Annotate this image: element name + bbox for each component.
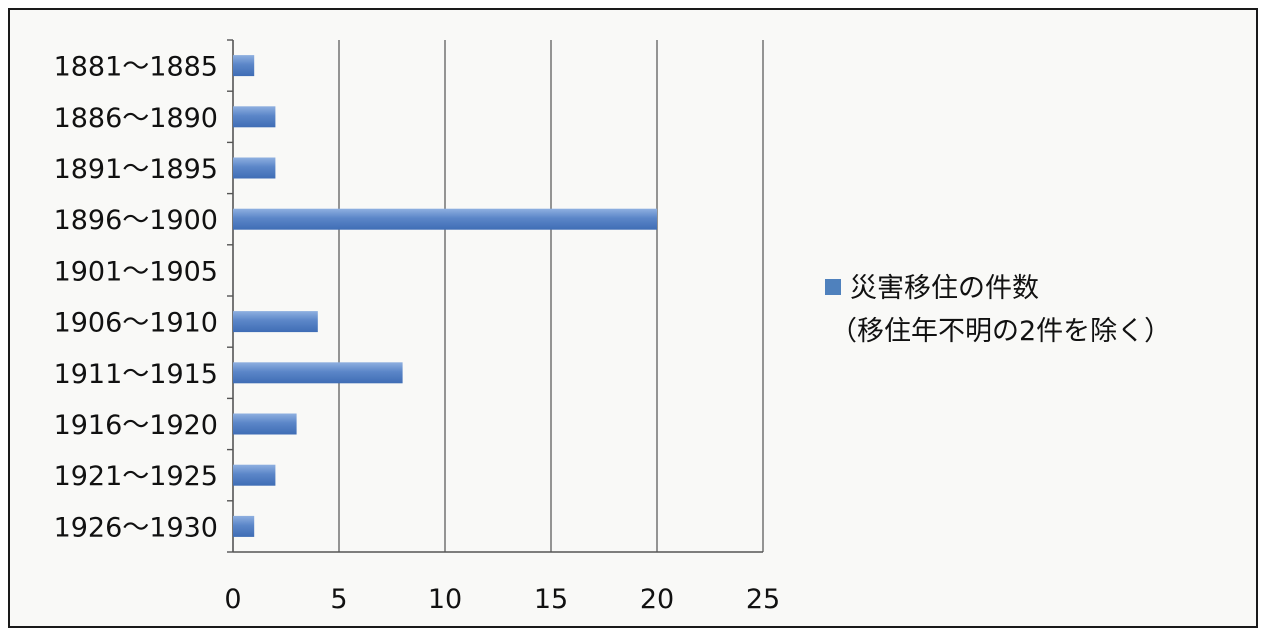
x-tick-label: 10 [428, 584, 462, 615]
category-label: 1911～1915 [54, 359, 218, 390]
bar [233, 515, 255, 537]
bar [233, 311, 318, 333]
legend-series-name: 災害移住の件数 [850, 273, 1039, 304]
category-label: 1916～1920 [54, 410, 218, 441]
x-tick-label: 5 [330, 584, 347, 615]
category-label: 1926～1930 [54, 512, 218, 543]
bar [233, 464, 276, 486]
category-label: 1886～1890 [54, 103, 218, 134]
bars [233, 55, 657, 537]
legend: 災害移住の件数 （移住年不明の2件を除く） [825, 273, 1171, 347]
x-tick-label: 15 [534, 584, 568, 615]
bar [233, 157, 276, 179]
category-label: 1891～1895 [54, 154, 218, 185]
bar [233, 208, 657, 230]
legend-swatch [825, 279, 841, 295]
gridlines [227, 39, 764, 553]
x-tick-label: 0 [224, 584, 241, 615]
tick-labels: 0 5 10 15 20 25 [224, 584, 780, 615]
bar [233, 413, 297, 435]
category-label: 1921～1925 [54, 461, 218, 492]
x-tick-label: 20 [640, 584, 674, 615]
bar [233, 362, 403, 384]
category-label: 1896～1900 [54, 205, 218, 236]
category-label: 1906～1910 [54, 308, 218, 339]
x-tick-label: 25 [746, 584, 780, 615]
legend-series-note: （移住年不明の2件を除く） [830, 316, 1171, 347]
category-label: 1881～1885 [54, 52, 218, 83]
bar [233, 106, 276, 128]
chart-frame [8, 8, 1258, 628]
bar [233, 55, 255, 77]
category-labels: 1881～1885 1886～1890 1891～1895 1896～1900 1901… [54, 52, 218, 544]
category-label: 1901～1905 [54, 256, 218, 287]
